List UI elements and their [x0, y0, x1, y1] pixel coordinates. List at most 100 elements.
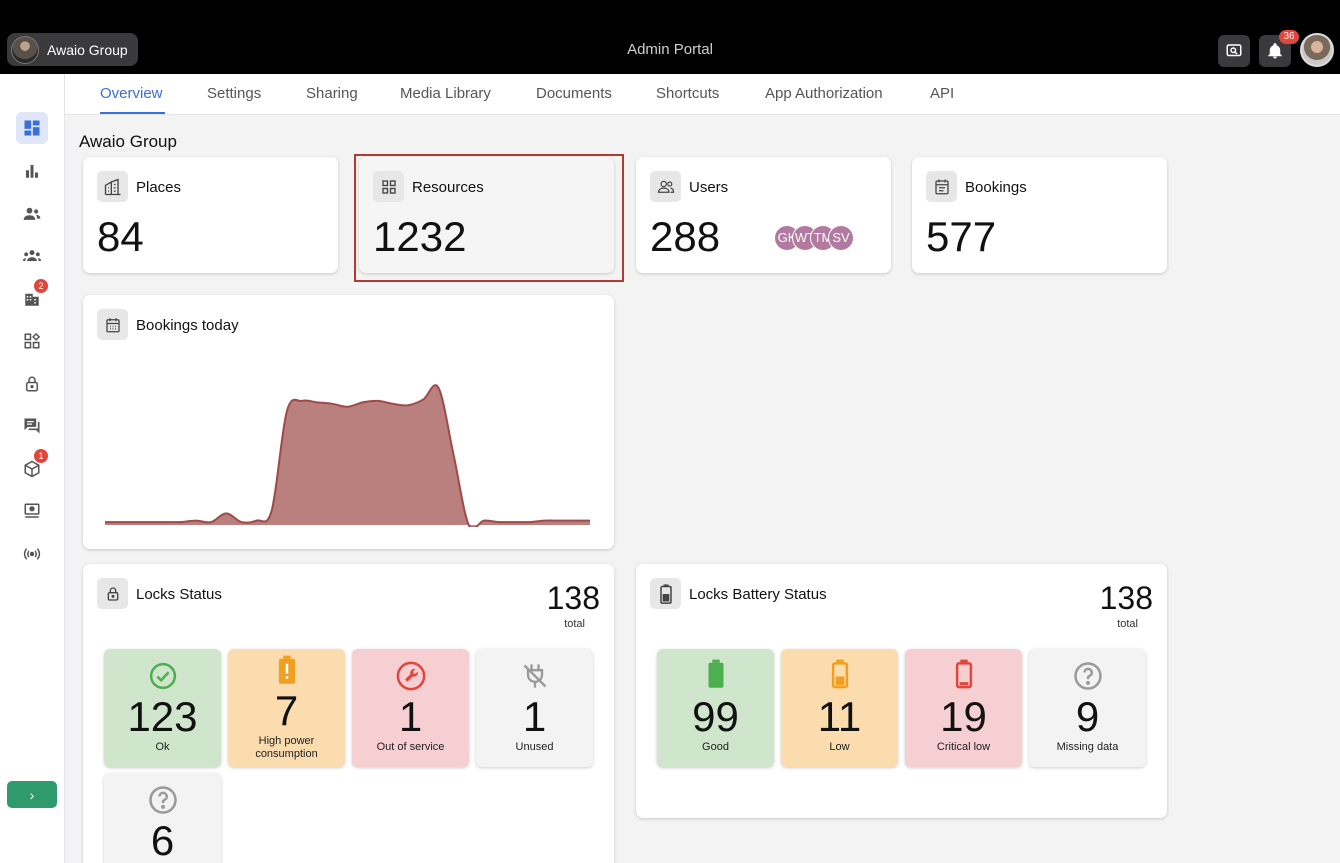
wrench-icon [352, 661, 469, 691]
battery-total-label: total [1117, 618, 1138, 630]
battery-tile-good[interactable]: 99 Good [657, 649, 774, 767]
lock-status-tile-ok[interactable]: 123 Ok [104, 649, 221, 767]
battery-tile-low[interactable]: 11 Low [781, 649, 898, 767]
tile-value: 123 [127, 693, 198, 740]
tile-label: Out of service [376, 741, 445, 753]
tile-label: Good [702, 741, 729, 753]
sidebar-item-gateways[interactable] [16, 538, 48, 570]
tile-label: Low [829, 741, 850, 753]
lock-status-tile-unused[interactable]: 1 Unused [476, 649, 593, 767]
tile-label: Critical low [936, 741, 991, 753]
tile-value: 1 [522, 693, 547, 740]
users-label: Users [689, 179, 729, 196]
tile-value: 9 [1075, 693, 1100, 740]
tab-documents[interactable]: Documents [536, 85, 612, 102]
battery-full-icon [657, 659, 774, 689]
tile-label: High power consumption [255, 735, 318, 760]
battery-tile-missing-data[interactable]: 9 Missing data [1029, 649, 1146, 767]
bookings-today-label: Bookings today [136, 317, 239, 334]
sidebar-item-users[interactable] [16, 198, 48, 230]
users-icon [23, 207, 41, 220]
people-outline-icon [650, 171, 681, 202]
lock-status-tile-high-power[interactable]: 7 High power consumption [228, 649, 345, 767]
tab-media-library[interactable]: Media Library [400, 85, 491, 102]
widgets-icon [24, 332, 41, 349]
resources-card[interactable]: Resources 1232 [359, 157, 614, 273]
battery-total-value: 138 [1099, 580, 1153, 616]
users-card[interactable]: Users 288 GK WT TM SV [636, 157, 891, 273]
lock-status-tile-unknown[interactable]: 6 [104, 773, 221, 863]
chart-series-line [105, 384, 590, 527]
tab-shortcuts[interactable]: Shortcuts [656, 85, 720, 102]
active-tab-indicator [100, 112, 165, 114]
org-switcher[interactable]: Awaio Group [7, 33, 138, 66]
sidebar: 2 1 › [0, 74, 65, 863]
sidebar-item-dashboard[interactable] [16, 112, 48, 144]
check-circle-icon [104, 661, 221, 691]
sidebar-badge: 2 [34, 279, 48, 293]
calendar-list-icon [926, 171, 957, 202]
tab-app-authorization[interactable]: App Authorization [765, 85, 883, 102]
battery-alert-icon [228, 655, 345, 685]
tile-value: 99 [692, 693, 739, 740]
notifications-button[interactable]: 36 [1259, 30, 1299, 67]
user-avatar[interactable] [1300, 33, 1334, 67]
lock-status-tile-out-of-service[interactable]: 1 Out of service [352, 649, 469, 767]
chat-icon [24, 418, 40, 434]
lock-outline-icon [97, 578, 128, 609]
battery-critical-icon [905, 659, 1022, 689]
sidebar-item-messages[interactable] [16, 410, 48, 442]
battery-status-label: Locks Battery Status [689, 586, 827, 603]
help-circle-icon [104, 785, 221, 815]
battery-outline-icon [650, 578, 681, 609]
tab-bar: Overview Settings Sharing Media Library … [65, 74, 1340, 115]
top-bar: Awaio Group Admin Portal 36 [0, 0, 1340, 74]
plug-off-icon [476, 661, 593, 691]
cube-icon [24, 460, 40, 478]
places-label: Places [136, 179, 182, 196]
tab-settings[interactable]: Settings [207, 85, 262, 102]
tile-label: Unused [515, 741, 554, 753]
screen-search-button[interactable] [1218, 35, 1250, 67]
sidebar-badge: 1 [34, 449, 48, 463]
tile-value: 1 [398, 693, 423, 740]
places-card[interactable]: Places 84 [83, 157, 338, 273]
users-value: 288 [650, 213, 721, 260]
grid-icon [373, 171, 404, 202]
monitor-search-icon [1226, 44, 1242, 57]
tab-api[interactable]: API [930, 85, 955, 102]
bell-icon [1268, 43, 1282, 59]
tile-label: Missing data [1056, 741, 1119, 753]
tab-overview[interactable]: Overview [100, 85, 163, 102]
sidebar-item-packages[interactable]: 1 [16, 449, 48, 485]
sidebar-item-resources[interactable] [16, 325, 48, 357]
help-circle-icon [1029, 661, 1146, 691]
sidebar-item-buildings[interactable]: 2 [16, 279, 48, 315]
bar-chart-icon [26, 165, 38, 178]
sidebar-item-locks[interactable] [16, 368, 48, 400]
bookings-value: 577 [926, 213, 997, 260]
locks-total-value: 138 [546, 580, 600, 616]
sidebar-item-groups[interactable] [16, 240, 48, 272]
highlight-frame [354, 154, 624, 282]
building-icon [25, 293, 39, 306]
battery-status-card: Locks Battery Status 138 total 99 Good 1… [636, 564, 1167, 818]
places-value: 84 [97, 213, 144, 260]
sidebar-item-kiosk[interactable] [16, 495, 48, 527]
bookings-card[interactable]: Bookings 577 [912, 157, 1167, 273]
locks-status-card: Locks Status 138 total 123 Ok 7 High pow… [83, 564, 614, 863]
sidebar-item-statistics[interactable] [16, 155, 48, 187]
dashboard-icon [24, 120, 40, 136]
broadcast-icon [23, 548, 41, 560]
locks-status-label: Locks Status [136, 586, 222, 603]
org-name: Awaio Group [47, 41, 128, 58]
org-avatar [11, 35, 39, 64]
groups-icon [22, 250, 42, 261]
tile-label: Ok [155, 741, 170, 753]
tile-value: 11 [817, 693, 862, 740]
battery-tile-critical-low[interactable]: 19 Critical low [905, 649, 1022, 767]
resources-label: Resources [412, 179, 484, 196]
sidebar-expand-button[interactable]: › [7, 781, 57, 808]
chevron-right-icon: › [29, 786, 35, 803]
tab-sharing[interactable]: Sharing [306, 85, 358, 102]
